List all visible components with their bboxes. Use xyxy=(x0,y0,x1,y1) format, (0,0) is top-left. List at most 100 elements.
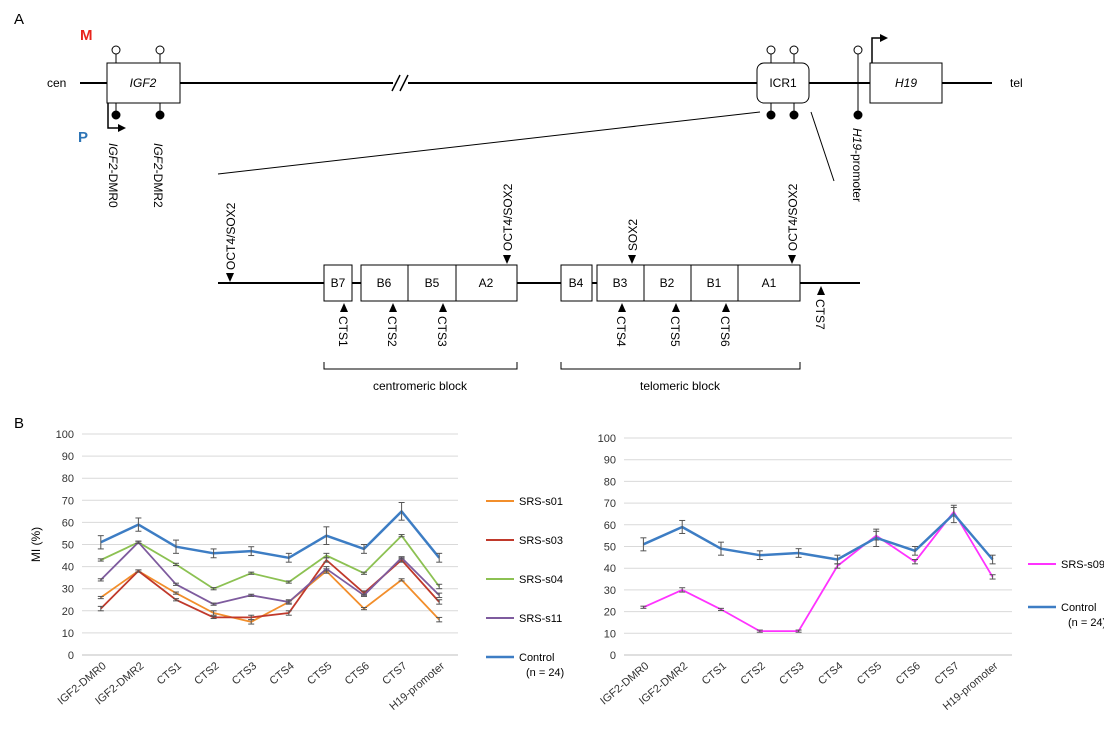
icr1-label: ICR1 xyxy=(769,76,797,90)
filled-lollipop-icon xyxy=(111,110,121,120)
series-srs-s04: SRS-s04 xyxy=(97,534,563,591)
filled-lollipop-icon xyxy=(789,110,799,120)
y-tick-label: 60 xyxy=(62,517,74,529)
legend-label: SRS-s11 xyxy=(519,613,562,625)
legend-label: Control xyxy=(519,652,554,664)
block-b7-label: B7 xyxy=(331,276,346,290)
igf2-dmr2-label: IGF2-DMR2 xyxy=(151,143,165,208)
block-b1-label: B1 xyxy=(707,276,722,290)
down-triangle-icon xyxy=(503,255,511,264)
x-tick-label: CTS3 xyxy=(777,660,806,687)
x-tick-label: CTS1 xyxy=(700,660,729,687)
open-lollipop-icon xyxy=(853,45,863,55)
h19-tss-arrow-icon xyxy=(871,34,888,63)
break-mark-2 xyxy=(399,74,409,92)
h19-promoter-label: H19-promoter xyxy=(850,128,864,202)
cts5-label: CTS5 xyxy=(668,316,682,347)
tel-label: tel xyxy=(1010,76,1023,90)
x-tick-label: CTS6 xyxy=(343,660,372,687)
down-triangle-icon xyxy=(788,255,796,264)
tf-label-1: OCT4/SOX2 xyxy=(224,202,238,270)
series-line xyxy=(100,534,440,590)
block-b6-label: B6 xyxy=(377,276,392,290)
series-line xyxy=(100,541,440,606)
open-lollipop-icon xyxy=(789,45,799,55)
block-b2-label: B2 xyxy=(660,276,675,290)
series-line xyxy=(643,510,994,632)
cts7-label: CTS7 xyxy=(813,299,827,330)
x-tick-label: CTS3 xyxy=(230,660,259,687)
block-b6 xyxy=(360,264,409,302)
tf-label-2: OCT4/SOX2 xyxy=(501,183,515,251)
cts-sites xyxy=(340,286,825,312)
block-b5 xyxy=(407,264,457,302)
series-srs-s03: SRS-s03 xyxy=(97,535,563,621)
x-tick-label: CTS5 xyxy=(855,660,884,687)
block-a2 xyxy=(455,264,518,302)
paternal-label: P xyxy=(78,129,88,146)
y-tick-label: 50 xyxy=(604,542,616,554)
open-lollipop-icon xyxy=(111,45,121,55)
y-tick-label: 20 xyxy=(604,607,616,619)
series-srs-s11: SRS-s11 xyxy=(97,540,562,625)
y-tick-label: 50 xyxy=(62,540,74,552)
chart-right: 0102030405060708090100IGF2-DMR0IGF2-DMR2… xyxy=(598,433,1104,713)
panel-a-label: A xyxy=(14,11,24,28)
series-line xyxy=(100,510,441,560)
cts4-label: CTS4 xyxy=(614,316,628,347)
filled-lollipop-icon xyxy=(155,110,165,120)
x-tick-label: CTS6 xyxy=(894,660,923,687)
igf2-box xyxy=(106,62,181,104)
cts6-label: CTS6 xyxy=(718,316,732,347)
centromeric-block-label: centromeric block xyxy=(373,379,468,393)
panel-a: A M P cen tel IGF2 ICR1 H19 xyxy=(14,11,1023,393)
filled-lollipop-icon xyxy=(853,110,863,120)
y-tick-label: 0 xyxy=(68,650,74,662)
up-triangle-icon xyxy=(722,303,730,312)
legend-label: SRS-s04 xyxy=(519,574,563,586)
y-tick-label: 100 xyxy=(598,433,616,445)
down-triangle-icon xyxy=(628,255,636,264)
y-tick-label: 90 xyxy=(604,455,616,467)
up-triangle-icon xyxy=(340,303,348,312)
x-tick-label: CTS5 xyxy=(305,660,334,687)
x-tick-label: CTS4 xyxy=(267,660,296,687)
block-a1-label: A1 xyxy=(762,276,777,290)
cen-label: cen xyxy=(47,76,66,90)
y-tick-label: 10 xyxy=(62,628,74,640)
y-tick-label: 90 xyxy=(62,451,74,463)
y-tick-label: 20 xyxy=(62,606,74,618)
cts1-label: CTS1 xyxy=(336,316,350,347)
block-a1 xyxy=(737,264,801,302)
y-tick-label: 100 xyxy=(56,429,74,441)
y-tick-label: 30 xyxy=(62,584,74,596)
y-tick-label: 30 xyxy=(604,585,616,597)
icr1-box xyxy=(756,62,810,104)
maternal-label: M xyxy=(80,27,93,44)
up-triangle-icon xyxy=(389,303,397,312)
up-triangle-icon xyxy=(672,303,680,312)
x-tick-label: CTS1 xyxy=(155,660,184,687)
telomeric-bracket xyxy=(560,362,801,370)
tf-label-4: OCT4/SOX2 xyxy=(786,183,800,251)
zoom-line-left xyxy=(217,111,761,175)
tf-sites xyxy=(226,255,796,282)
block-b3 xyxy=(596,264,645,302)
series-line xyxy=(100,570,440,623)
h19-label: H19 xyxy=(895,76,917,90)
paternal-cpg-markers xyxy=(111,83,863,120)
panel-b-label: B xyxy=(14,415,24,432)
up-triangle-icon xyxy=(439,303,447,312)
y-tick-label: 70 xyxy=(604,498,616,510)
open-lollipop-icon xyxy=(766,45,776,55)
up-triangle-icon xyxy=(817,286,825,295)
repeat-blocks: B7 B6 B5 A2 B4 B3 B2 B1 A1 xyxy=(323,264,801,302)
x-tick-label: CTS2 xyxy=(192,660,221,687)
block-a2-label: A2 xyxy=(479,276,494,290)
y-tick-label: 80 xyxy=(62,473,74,485)
series-line xyxy=(642,512,994,561)
igf2-label: IGF2 xyxy=(130,76,157,90)
y-tick-label: 10 xyxy=(604,628,616,640)
zoom-line-right xyxy=(810,111,835,182)
